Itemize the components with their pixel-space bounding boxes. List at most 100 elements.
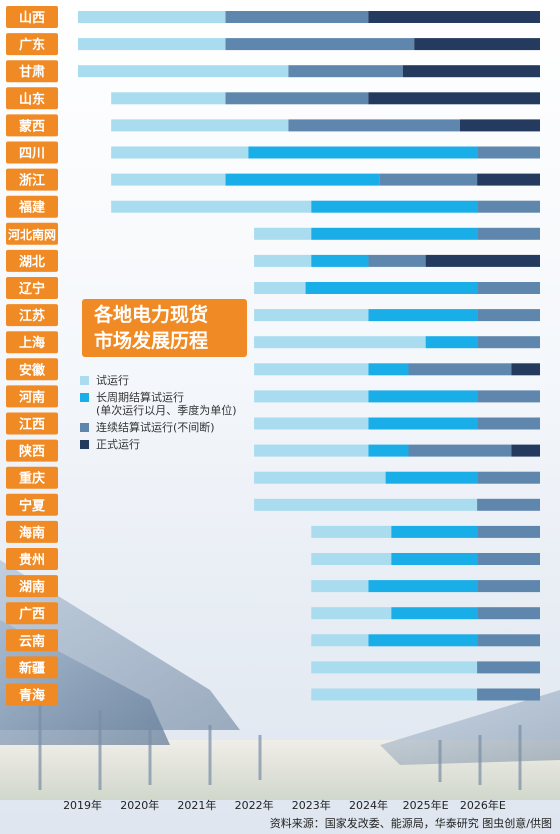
province-label: 四川: [19, 147, 45, 162]
bar-segment-formal: [414, 38, 540, 51]
bar-segment-trial: [111, 92, 226, 105]
bar-segment-long_cycle: [368, 390, 478, 403]
bar-segment-trial: [78, 65, 289, 78]
bar-segment-continuous: [477, 580, 540, 593]
province-label-bg: [6, 520, 58, 543]
bar-segment-continuous: [408, 363, 512, 376]
province-label: 安徽: [19, 362, 46, 378]
province-label: 河南: [19, 389, 45, 405]
bar-segment-continuous: [288, 65, 403, 78]
bar-segment-continuous: [225, 92, 369, 105]
province-label: 辽宁: [19, 281, 45, 297]
source-note: 资料来源：国家发改委、能源局，华泰研究 图虫创意/供图: [269, 817, 552, 830]
bar-segment-trial: [311, 553, 392, 565]
chart-title-line-1: 各地电力现货: [94, 304, 209, 326]
province-label-bg: [6, 249, 58, 272]
bar-segment-formal: [511, 444, 540, 457]
bar-segment-continuous: [408, 444, 512, 457]
province-label-bg: [6, 6, 58, 28]
bar-segment-formal: [368, 11, 540, 23]
province-label-bg: [6, 493, 58, 516]
province-label-bg: [6, 87, 58, 110]
x-tick-label: 2023年: [292, 798, 331, 812]
province-label-bg: [6, 548, 58, 570]
bar-segment-continuous: [477, 525, 540, 538]
bar-segment-long_cycle: [368, 417, 478, 430]
province-label-bg: [6, 60, 58, 83]
province-label: 宁夏: [19, 498, 46, 514]
bar-segment-trial: [111, 146, 249, 159]
bar-segment-trial: [311, 688, 478, 701]
legend-swatch-continuous: [80, 423, 89, 432]
chart-title-line-2: 市场发展历程: [94, 330, 209, 352]
bar-segment-continuous: [288, 119, 460, 132]
province-label: 甘肃: [19, 64, 45, 80]
province-label: 新疆: [19, 660, 45, 676]
bar-segment-long_cycle: [225, 173, 380, 186]
province-label-bg: [6, 656, 58, 679]
bar-segment-continuous: [225, 11, 369, 23]
bar-segment-long_cycle: [311, 227, 478, 240]
x-tick-label: 2021年: [177, 798, 216, 812]
legend-label-long-cycle: 长周期结算试运行: [96, 391, 184, 404]
bar-segment-trial: [111, 173, 226, 186]
bar-segment-continuous: [477, 471, 540, 484]
bar-segment-formal: [511, 363, 540, 376]
bar-segment-trial: [254, 363, 369, 376]
bar-segment-trial: [254, 254, 312, 267]
province-label-bg: [6, 466, 58, 489]
bar-segment-continuous: [477, 309, 540, 322]
bar-segment-continuous: [477, 200, 540, 213]
province-label: 贵州: [19, 552, 45, 568]
province-label-bg: [6, 195, 58, 218]
bar-segment-trial: [78, 38, 226, 51]
x-tick-label: 2019年: [63, 798, 102, 812]
bar-segment-trial: [111, 200, 312, 213]
bar-segment-trial: [78, 11, 226, 23]
province-label-bg: [6, 168, 58, 191]
province-label-bg: [6, 141, 58, 164]
province-label: 海南: [19, 525, 45, 541]
province-label: 湖南: [19, 579, 45, 595]
bar-segment-continuous: [477, 336, 540, 349]
legend-item-continuous: 连续结算试运行(不间断): [80, 421, 290, 434]
bar-segment-trial: [311, 525, 392, 538]
province-label-bg: [6, 358, 58, 381]
province-label: 青海: [19, 688, 45, 704]
bar-segment-long_cycle: [425, 336, 478, 349]
bar-segment-continuous: [477, 661, 540, 674]
province-label: 广西: [19, 606, 45, 622]
province-label-bg: [6, 331, 58, 354]
province-label-bg: [6, 385, 58, 408]
province-label: 蒙西: [19, 118, 45, 134]
province-label: 陕西: [19, 444, 45, 460]
province-label-bg: [6, 439, 58, 462]
bar-segment-continuous: [477, 227, 540, 240]
bar-segment-continuous: [477, 146, 540, 159]
bar-segment-continuous: [477, 498, 540, 511]
bar-segment-continuous: [477, 282, 540, 294]
bar-segment-formal: [477, 173, 540, 186]
bar-segment-long_cycle: [391, 525, 478, 538]
bar-segment-long_cycle: [368, 444, 409, 457]
bar-segment-formal: [402, 65, 540, 78]
province-label: 湖北: [19, 255, 45, 270]
bar-segment-long_cycle: [305, 282, 478, 294]
legend-label-formal: 正式运行: [96, 438, 140, 451]
x-tick-label: 2025年E: [403, 798, 449, 812]
bar-segment-continuous: [368, 254, 426, 267]
x-tick-label: 2024年: [349, 798, 388, 812]
province-label-bg: [6, 222, 58, 245]
province-label: 河北南网: [7, 227, 56, 242]
bar-segment-formal: [459, 119, 540, 132]
bar-segment-trial: [311, 580, 369, 593]
bar-segment-trial: [254, 309, 369, 322]
bar-segment-formal: [368, 92, 540, 105]
bar-segment-continuous: [477, 553, 540, 565]
province-label-bg: [6, 602, 58, 625]
province-label-bg: [6, 629, 58, 652]
bar-segment-long_cycle: [391, 607, 478, 620]
bar-segment-continuous: [379, 173, 478, 186]
